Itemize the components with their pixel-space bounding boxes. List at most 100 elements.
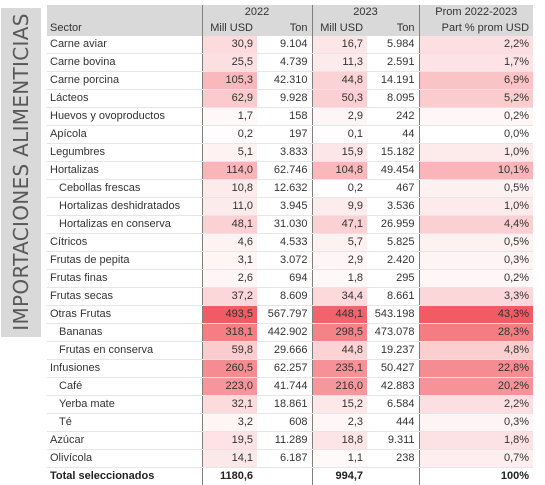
mill-usd-2022-cell: 59,8 xyxy=(202,342,257,360)
mill-usd-2023-cell: 15,2 xyxy=(312,396,367,414)
mill-usd-2022-cell: 14,1 xyxy=(202,450,257,468)
mill-usd-2022-cell: 10,8 xyxy=(202,180,257,198)
mill-usd-2022-cell: 11,0 xyxy=(202,198,257,216)
header-ton-2023: Ton xyxy=(367,20,419,36)
sector-cell: Azúcar xyxy=(47,432,202,450)
share-cell: 10,1% xyxy=(419,162,533,180)
total-label: Total seleccionados xyxy=(47,468,202,485)
sector-cell: Infusiones xyxy=(47,360,202,378)
share-cell: 1,0% xyxy=(419,198,533,216)
ton-2022-cell: 18.861 xyxy=(257,396,312,414)
mill-usd-2023-cell: 235,1 xyxy=(312,360,367,378)
ton-2023-cell: 50.427 xyxy=(367,360,419,378)
mill-usd-2023-cell: 44,8 xyxy=(312,72,367,90)
ton-2022-cell: 9.104 xyxy=(257,36,312,54)
mill-usd-2023-cell: 0,1 xyxy=(312,126,367,144)
ton-2023-cell: 49.454 xyxy=(367,162,419,180)
sector-cell: Otras Frutas xyxy=(47,306,202,324)
share-cell: 0,5% xyxy=(419,180,533,198)
mill-usd-2022-cell: 0,2 xyxy=(202,126,257,144)
ton-2023-cell: 295 xyxy=(367,270,419,288)
header-year-2023: 2023 xyxy=(312,5,419,20)
ton-2023-cell: 42.883 xyxy=(367,378,419,396)
sector-cell: Frutas en conserva xyxy=(47,342,202,360)
side-banner: IMPORTACIONES ALIMENTICIAS xyxy=(0,0,48,466)
share-cell: 0,2% xyxy=(419,270,533,288)
mill-usd-2022-cell: 114,0 xyxy=(202,162,257,180)
share-cell: 0,0% xyxy=(419,126,533,144)
ton-2022-cell: 31.030 xyxy=(257,216,312,234)
ton-2023-cell: 14.191 xyxy=(367,72,419,90)
mill-usd-2023-cell: 2,3 xyxy=(312,414,367,432)
ton-2023-cell: 5.825 xyxy=(367,234,419,252)
share-cell: 43,3% xyxy=(419,306,533,324)
ton-2023-cell: 444 xyxy=(367,414,419,432)
ton-2022-cell: 62.257 xyxy=(257,360,312,378)
mill-usd-2022-cell: 318,1 xyxy=(202,324,257,342)
share-cell: 1,7% xyxy=(419,54,533,72)
mill-usd-2023-cell: 15,9 xyxy=(312,144,367,162)
mill-usd-2022-cell: 3,1 xyxy=(202,252,257,270)
mill-usd-2023-cell: 104,8 xyxy=(312,162,367,180)
ton-2023-cell: 8.661 xyxy=(367,288,419,306)
ton-2022-cell: 9.928 xyxy=(257,90,312,108)
ton-2022-cell: 694 xyxy=(257,270,312,288)
ton-2023-cell: 44 xyxy=(367,126,419,144)
mill-usd-2023-cell: 18,8 xyxy=(312,432,367,450)
total-mill-usd-2023: 994,7 xyxy=(312,468,367,485)
share-cell: 0,3% xyxy=(419,252,533,270)
mill-usd-2022-cell: 105,3 xyxy=(202,72,257,90)
sector-cell: Huevos y ovoproductos xyxy=(47,108,202,126)
share-cell: 0,3% xyxy=(419,414,533,432)
total-mill-usd-2022: 1180,6 xyxy=(202,468,257,485)
ton-2022-cell: 442.902 xyxy=(257,324,312,342)
share-cell: 6,9% xyxy=(419,72,533,90)
ton-2023-cell: 2.420 xyxy=(367,252,419,270)
ton-2023-cell: 8.095 xyxy=(367,90,419,108)
mill-usd-2022-cell: 30,9 xyxy=(202,36,257,54)
ton-2022-cell: 4.739 xyxy=(257,54,312,72)
mill-usd-2022-cell: 19,5 xyxy=(202,432,257,450)
share-cell: 22,8% xyxy=(419,360,533,378)
sector-cell: Cítricos xyxy=(47,234,202,252)
mill-usd-2023-cell: 44,8 xyxy=(312,342,367,360)
header-average: Prom 2022-2023 xyxy=(419,5,533,20)
share-cell: 4,4% xyxy=(419,216,533,234)
ton-2022-cell: 567.797 xyxy=(257,306,312,324)
ton-2022-cell: 6.187 xyxy=(257,450,312,468)
mill-usd-2022-cell: 62,9 xyxy=(202,90,257,108)
mill-usd-2023-cell: 47,1 xyxy=(312,216,367,234)
mill-usd-2023-cell: 1,8 xyxy=(312,270,367,288)
mill-usd-2022-cell: 3,2 xyxy=(202,414,257,432)
ton-2022-cell: 42.310 xyxy=(257,72,312,90)
header-year-2022: 2022 xyxy=(202,5,312,20)
sector-cell: Cebollas frescas xyxy=(47,180,202,198)
ton-2022-cell: 158 xyxy=(257,108,312,126)
sector-cell: Olivícola xyxy=(47,450,202,468)
imports-table: 2022 2023 Prom 2022-2023 Sector Mill USD… xyxy=(47,5,533,485)
mill-usd-2023-cell: 50,3 xyxy=(312,90,367,108)
header-mill-usd-2022: Mill USD xyxy=(202,20,257,36)
mill-usd-2023-cell: 2,9 xyxy=(312,108,367,126)
ton-2023-cell: 242 xyxy=(367,108,419,126)
ton-2023-cell: 26.959 xyxy=(367,216,419,234)
share-cell: 0,5% xyxy=(419,234,533,252)
share-cell: 0,2% xyxy=(419,108,533,126)
sector-cell: Hortalizas en conserva xyxy=(47,216,202,234)
ton-2023-cell: 6.584 xyxy=(367,396,419,414)
mill-usd-2023-cell: 5,7 xyxy=(312,234,367,252)
ton-2022-cell: 29.666 xyxy=(257,342,312,360)
